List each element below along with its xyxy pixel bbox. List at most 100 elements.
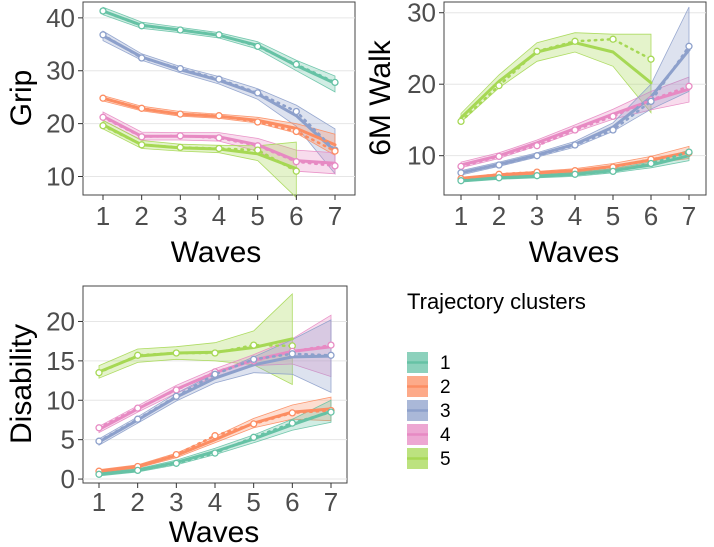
grip-point-cluster-2 <box>331 147 339 155</box>
walk-point-cluster-5 <box>609 35 617 43</box>
grip-point-cluster-5 <box>138 141 146 149</box>
walk-point-cluster-5 <box>457 117 465 126</box>
disability-point-cluster-2 <box>172 450 180 459</box>
disability-x-tick-label: 7 <box>324 487 338 517</box>
walk-point-cluster-3 <box>495 161 503 169</box>
walk-point-cluster-4 <box>495 152 503 161</box>
walk-point-cluster-4 <box>685 82 693 90</box>
grip-point-cluster-5 <box>99 122 107 130</box>
grip-point-cluster-4 <box>99 113 107 121</box>
disability-y-tick-label: 20 <box>46 306 75 336</box>
grip-y-ticks: 10 20 30 40 <box>46 3 83 191</box>
disability-point-cluster-3 <box>134 415 142 423</box>
walk-y-axis-title: 6M Walk <box>364 39 397 156</box>
walk-x-tick-label: 6 <box>644 201 658 231</box>
disability-x-tick-label: 2 <box>130 487 144 517</box>
legend-label-cluster-2: 2 <box>440 377 451 398</box>
grip-x-tick-label: 6 <box>289 201 303 231</box>
walk-point-cluster-1 <box>457 177 465 185</box>
grip-x-tick-label: 3 <box>173 201 187 231</box>
disability-point-cluster-1 <box>250 433 258 441</box>
grip-point-cluster-3 <box>292 107 300 116</box>
walk-x-tick-label: 5 <box>606 201 620 231</box>
legend-label-cluster-1: 1 <box>440 353 451 374</box>
disability-point-cluster-1 <box>172 459 180 467</box>
grip-x-tick-label: 2 <box>134 201 148 231</box>
grip-y-axis-title: Grip <box>5 70 38 127</box>
disability-point-cluster-1 <box>95 470 103 478</box>
grip-point-cluster-1 <box>99 7 107 15</box>
legend-title: Trajectory clusters <box>407 289 586 314</box>
disability-x-axis-title: Waves <box>169 516 260 547</box>
walk-point-cluster-1 <box>685 148 693 156</box>
walk-point-cluster-5 <box>647 55 655 63</box>
grip-point-cluster-3 <box>215 75 223 83</box>
disability-point-cluster-5 <box>134 351 142 359</box>
disability-point-cluster-4 <box>95 424 103 432</box>
walk-point-cluster-3 <box>609 126 617 134</box>
grip-point-cluster-1 <box>292 60 300 69</box>
legend-label-cluster-5: 5 <box>440 449 451 470</box>
walk-x-tick-label: 1 <box>454 201 468 231</box>
walk-y-tick-label: 30 <box>407 0 436 28</box>
grip-point-cluster-5 <box>254 146 262 154</box>
disability-point-cluster-1 <box>211 449 219 457</box>
walk-point-cluster-1 <box>533 172 541 180</box>
grip-point-cluster-1 <box>215 31 223 39</box>
grip-point-cluster-5 <box>176 143 184 152</box>
disability-point-cluster-2 <box>288 409 296 417</box>
grip-point-cluster-3 <box>138 54 146 62</box>
walk-point-cluster-3 <box>647 97 655 106</box>
grip-y-tick-label: 10 <box>46 161 75 191</box>
grip-point-cluster-2 <box>215 112 223 120</box>
grip-point-cluster-4 <box>176 132 184 140</box>
disability-ci-band-cluster-1 <box>98 399 332 477</box>
disability-x-tick-label: 6 <box>285 487 299 517</box>
grip-point-cluster-4 <box>331 162 339 170</box>
grip-point-cluster-2 <box>254 118 262 126</box>
walk-point-cluster-3 <box>533 152 541 160</box>
walk-point-cluster-4 <box>533 142 541 150</box>
disability-point-cluster-4 <box>327 341 335 349</box>
grip-point-cluster-4 <box>292 158 300 166</box>
grip-point-cluster-2 <box>292 127 300 136</box>
grip-point-cluster-2 <box>176 110 184 118</box>
disability-point-cluster-1 <box>288 419 296 427</box>
disability-point-cluster-2 <box>211 432 219 440</box>
disability-point-cluster-3 <box>95 437 103 445</box>
disability-y-axis-title: Disability <box>5 324 38 444</box>
walk-point-cluster-1 <box>609 167 617 176</box>
walk-y-tick-label: 20 <box>407 69 436 99</box>
walk-point-cluster-5 <box>571 37 579 45</box>
legend-items: 1 2 3 4 5 <box>407 352 451 470</box>
disability-y-ticks: 0 5 10 15 20 <box>46 306 83 494</box>
disability-ci-band-cluster-3 <box>98 319 332 446</box>
walk-y-ticks: 10 20 30 <box>407 0 444 171</box>
grip-point-cluster-1 <box>176 26 184 34</box>
walk-point-cluster-5 <box>495 81 503 90</box>
disability-point-cluster-4 <box>134 404 142 412</box>
grip-x-tick-label: 4 <box>212 201 226 231</box>
disability-point-cluster-5 <box>95 369 103 377</box>
disability-point-cluster-1 <box>327 408 335 416</box>
grip-point-cluster-1 <box>138 22 146 30</box>
walk-x-axis-title: Waves <box>529 236 620 269</box>
walk-point-cluster-5 <box>533 47 541 55</box>
grip-point-cluster-3 <box>176 64 184 73</box>
grip-fit-line-cluster-5 <box>101 123 298 171</box>
grip-y-tick-label: 30 <box>46 56 75 86</box>
walk-point-cluster-1 <box>571 170 579 178</box>
walk-point-cluster-1 <box>495 174 503 182</box>
grip-x-tick-label: 7 <box>328 201 342 231</box>
grip-point-cluster-2 <box>138 104 146 112</box>
walk-point-cluster-3 <box>571 141 579 149</box>
walk-point-cluster-4 <box>571 126 579 134</box>
grip-point-cluster-3 <box>99 31 107 39</box>
grip-y-tick-label: 20 <box>46 109 75 139</box>
walk-x-tick-label: 3 <box>530 201 544 231</box>
legend: Trajectory clusters 1 2 3 4 5 <box>407 289 586 470</box>
